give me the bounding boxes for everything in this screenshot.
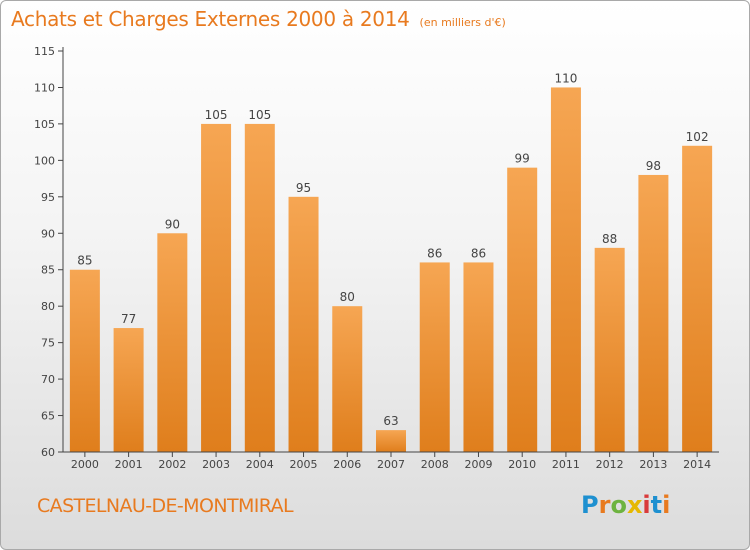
logo-letter: x <box>626 491 643 519</box>
logo-letter: t <box>650 491 663 519</box>
chart-subtitle: (en milliers d'€) <box>419 16 506 29</box>
bar-2002 <box>157 233 188 452</box>
bar-2014 <box>682 145 713 453</box>
axes-group: 2000 2001 2002 2003 2004 2005 2006 2007 2008 2009… <box>34 45 719 471</box>
data-label-2000: 85 <box>77 254 92 268</box>
x-tick-label-2005: 2005 <box>290 458 318 471</box>
y-tick-label-105: 105 <box>34 118 55 131</box>
bar-2003 <box>201 123 232 452</box>
data-label-2007: 63 <box>383 414 398 428</box>
logo-letter: P <box>581 491 599 519</box>
x-tick-label-2013: 2013 <box>639 458 667 471</box>
y-tick-label-60: 60 <box>41 446 55 459</box>
x-tick-label-2004: 2004 <box>246 458 274 471</box>
bar-2008 <box>419 262 450 452</box>
bars-group: 85 77 90 105 105 95 80 63 86 86 99 110 88 98 102 <box>69 71 713 453</box>
x-tick-label-2002: 2002 <box>158 458 186 471</box>
bar-2013 <box>638 174 669 453</box>
x-tick-label-2012: 2012 <box>596 458 624 471</box>
y-tick-label-100: 100 <box>34 154 55 167</box>
x-tick-label-2001: 2001 <box>115 458 143 471</box>
data-label-2005: 95 <box>296 181 311 195</box>
x-tick-label-2009: 2009 <box>464 458 492 471</box>
data-label-2001: 77 <box>121 312 136 326</box>
chart-title: Achats et Charges Externes 2000 à 2014 (e… <box>11 7 506 31</box>
bar-2012 <box>594 247 625 452</box>
bar-2011 <box>550 87 581 453</box>
data-label-2009: 86 <box>471 246 486 260</box>
data-label-2004: 105 <box>248 108 271 122</box>
y-tick-label-90: 90 <box>41 227 55 240</box>
x-tick-label-2014: 2014 <box>683 458 711 471</box>
y-tick-label-70: 70 <box>41 373 55 386</box>
data-label-2008: 86 <box>427 246 442 260</box>
y-tick-label-65: 65 <box>41 410 55 423</box>
y-tick-label-110: 110 <box>34 81 55 94</box>
data-label-2014: 102 <box>686 130 709 144</box>
logo-letter: i <box>662 491 671 519</box>
bar-2001 <box>113 328 144 452</box>
bar-2010 <box>507 167 538 452</box>
chart-title-text: Achats et Charges Externes 2000 à 2014 <box>11 7 410 31</box>
proxiti-logo: Proxiti <box>581 491 670 519</box>
x-tick-label-2007: 2007 <box>377 458 405 471</box>
x-tick-label-2006: 2006 <box>333 458 361 471</box>
logo-letter: i <box>642 491 651 519</box>
x-tick-label-2000: 2000 <box>71 458 99 471</box>
bar-2007 <box>376 430 406 452</box>
bar-2000 <box>69 269 100 452</box>
logo-letter: r <box>598 491 611 519</box>
bar-2005 <box>288 196 319 452</box>
bar-2009 <box>463 262 494 452</box>
data-label-2012: 88 <box>602 232 617 246</box>
data-label-2013: 98 <box>646 159 661 173</box>
data-label-2010: 99 <box>515 152 530 166</box>
data-label-2003: 105 <box>205 108 228 122</box>
logo-letter: o <box>610 491 627 519</box>
bar-2004 <box>244 123 275 452</box>
x-tick-label-2003: 2003 <box>202 458 230 471</box>
x-tick-label-2011: 2011 <box>552 458 580 471</box>
commune-name: CASTELNAU-DE-MONTMIRAL <box>37 495 294 517</box>
y-tick-label-75: 75 <box>41 337 55 350</box>
bar-2006 <box>332 306 363 452</box>
data-label-2002: 90 <box>165 217 180 231</box>
y-tick-label-80: 80 <box>41 300 55 313</box>
x-tick-label-2010: 2010 <box>508 458 536 471</box>
y-tick-label-85: 85 <box>41 264 55 277</box>
y-tick-label-115: 115 <box>34 45 55 58</box>
data-label-2011: 110 <box>554 71 577 85</box>
y-tick-label-95: 95 <box>41 191 55 204</box>
x-tick-label-2008: 2008 <box>421 458 449 471</box>
data-label-2006: 80 <box>340 290 355 304</box>
